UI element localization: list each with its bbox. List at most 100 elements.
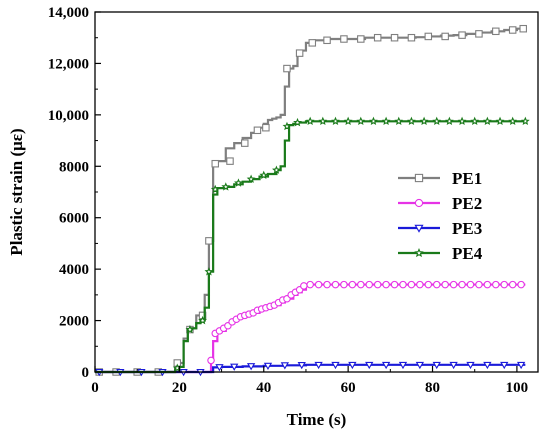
data-point-pe2 [207, 356, 215, 365]
y-tick-label: 2000 [59, 314, 89, 330]
data-point-pe3 [466, 361, 475, 370]
data-point-pe2 [340, 280, 348, 289]
data-point-pe3 [348, 361, 357, 370]
data-point-pe3 [280, 362, 290, 370]
data-point-pe2 [357, 280, 365, 289]
legend-item-pe1: PE1 [398, 169, 482, 188]
data-point-pe3 [449, 361, 458, 370]
y-axis-title: Plastic strain (με) [7, 128, 26, 255]
data-point-pe3 [230, 363, 239, 371]
data-point-pe1 [407, 33, 416, 42]
data-point-pe1 [424, 32, 433, 41]
legend: PE1 PE2 PE3 PE4 [398, 169, 483, 263]
data-point-pe4 [445, 116, 454, 126]
legend-marker [414, 224, 424, 233]
data-point-pe2 [348, 280, 357, 289]
data-point-pe2 [441, 280, 449, 289]
data-point-pe3 [516, 361, 526, 370]
data-point-pe4 [457, 116, 467, 126]
data-point-pe1 [253, 126, 262, 135]
data-point-pe4 [221, 182, 231, 191]
data-point-pe4 [185, 324, 195, 334]
data-point-pe3 [500, 361, 509, 370]
data-point-pe4 [318, 116, 328, 126]
data-point-pe4 [204, 267, 214, 276]
data-point-pe3 [331, 361, 340, 370]
data-point-pe2 [382, 280, 390, 289]
data-point-pe1 [519, 24, 527, 33]
data-point-pe2 [508, 280, 517, 289]
legend-item-pe2: PE2 [398, 194, 482, 213]
data-point-pe4 [508, 116, 518, 126]
data-point-pe1 [441, 32, 449, 41]
data-point-pe4 [495, 116, 505, 126]
data-point-pe2 [300, 282, 308, 290]
data-point-pe2 [416, 280, 424, 289]
legend-label: PE4 [452, 244, 483, 263]
data-point-pe1 [357, 35, 365, 43]
data-point-pe4 [520, 116, 530, 126]
data-point-pe1 [295, 49, 304, 57]
plot-frame [94, 11, 539, 373]
x-tick-label: 0 [91, 380, 99, 396]
data-point-pe2 [458, 280, 466, 289]
data-point-pe3 [365, 361, 374, 370]
data-point-pe2 [475, 280, 483, 289]
data-point-pe4 [356, 116, 366, 126]
data-point-pe2 [483, 280, 492, 289]
data-point-pe2 [306, 280, 314, 289]
y-tick-label: 12,000 [48, 56, 89, 72]
data-point-pe3 [432, 361, 441, 370]
y-tick-label: 14,000 [48, 5, 89, 21]
data-point-pe1 [390, 33, 399, 42]
data-point-pe4 [369, 116, 378, 126]
data-point-pe4 [246, 174, 256, 183]
data-point-pe2 [407, 280, 416, 289]
data-point-pe1 [508, 26, 517, 34]
data-point-pe1 [308, 39, 317, 47]
legend-marker [414, 198, 424, 208]
data-point-pe4 [407, 116, 416, 126]
x-axis: 0 20 40 60 80 100 [91, 366, 528, 396]
data-point-pe1 [492, 27, 500, 36]
data-point-pe4 [272, 165, 281, 174]
data-point-pe3 [415, 361, 425, 370]
data-point-pe4 [381, 116, 391, 126]
data-point-pe2 [432, 280, 441, 289]
y-tick-label: 10,000 [48, 108, 89, 124]
data-point-pe4 [293, 117, 302, 127]
legend-item-pe4: PE4 [398, 244, 483, 263]
data-point-pe2 [424, 280, 433, 289]
data-point-pe2 [331, 280, 340, 289]
data-point-pe1 [323, 36, 331, 45]
x-tick-label: 80 [425, 380, 440, 396]
data-point-pe1 [340, 35, 348, 43]
x-tick-label: 40 [256, 380, 271, 396]
data-point-pe1 [226, 157, 234, 165]
data-point-pe4 [419, 116, 429, 126]
data-point-pe3 [215, 364, 224, 372]
x-tick-label: 100 [506, 380, 529, 396]
data-point-pe4 [343, 116, 353, 126]
data-point-pe4 [394, 116, 404, 126]
legend-label: PE2 [452, 194, 482, 213]
data-point-pe2 [466, 280, 475, 289]
data-point-pe3 [263, 362, 273, 371]
data-point-pe4 [470, 116, 480, 126]
data-point-pe2 [449, 280, 458, 289]
data-point-pe1 [241, 139, 249, 147]
y-tick-label: 6000 [59, 211, 89, 227]
data-point-pe3 [381, 361, 391, 370]
series-pe4 [95, 116, 530, 374]
data-point-pe1 [211, 159, 219, 168]
data-point-pe4 [259, 170, 269, 180]
data-point-pe1 [373, 33, 382, 42]
data-point-pe3 [246, 363, 256, 371]
data-point-pe2 [517, 280, 525, 289]
data-point-pe4 [198, 315, 207, 325]
x-tick-label: 60 [341, 380, 356, 396]
data-point-pe4 [305, 116, 315, 126]
data-point-pe3 [314, 361, 323, 370]
legend-item-pe3: PE3 [398, 219, 482, 238]
